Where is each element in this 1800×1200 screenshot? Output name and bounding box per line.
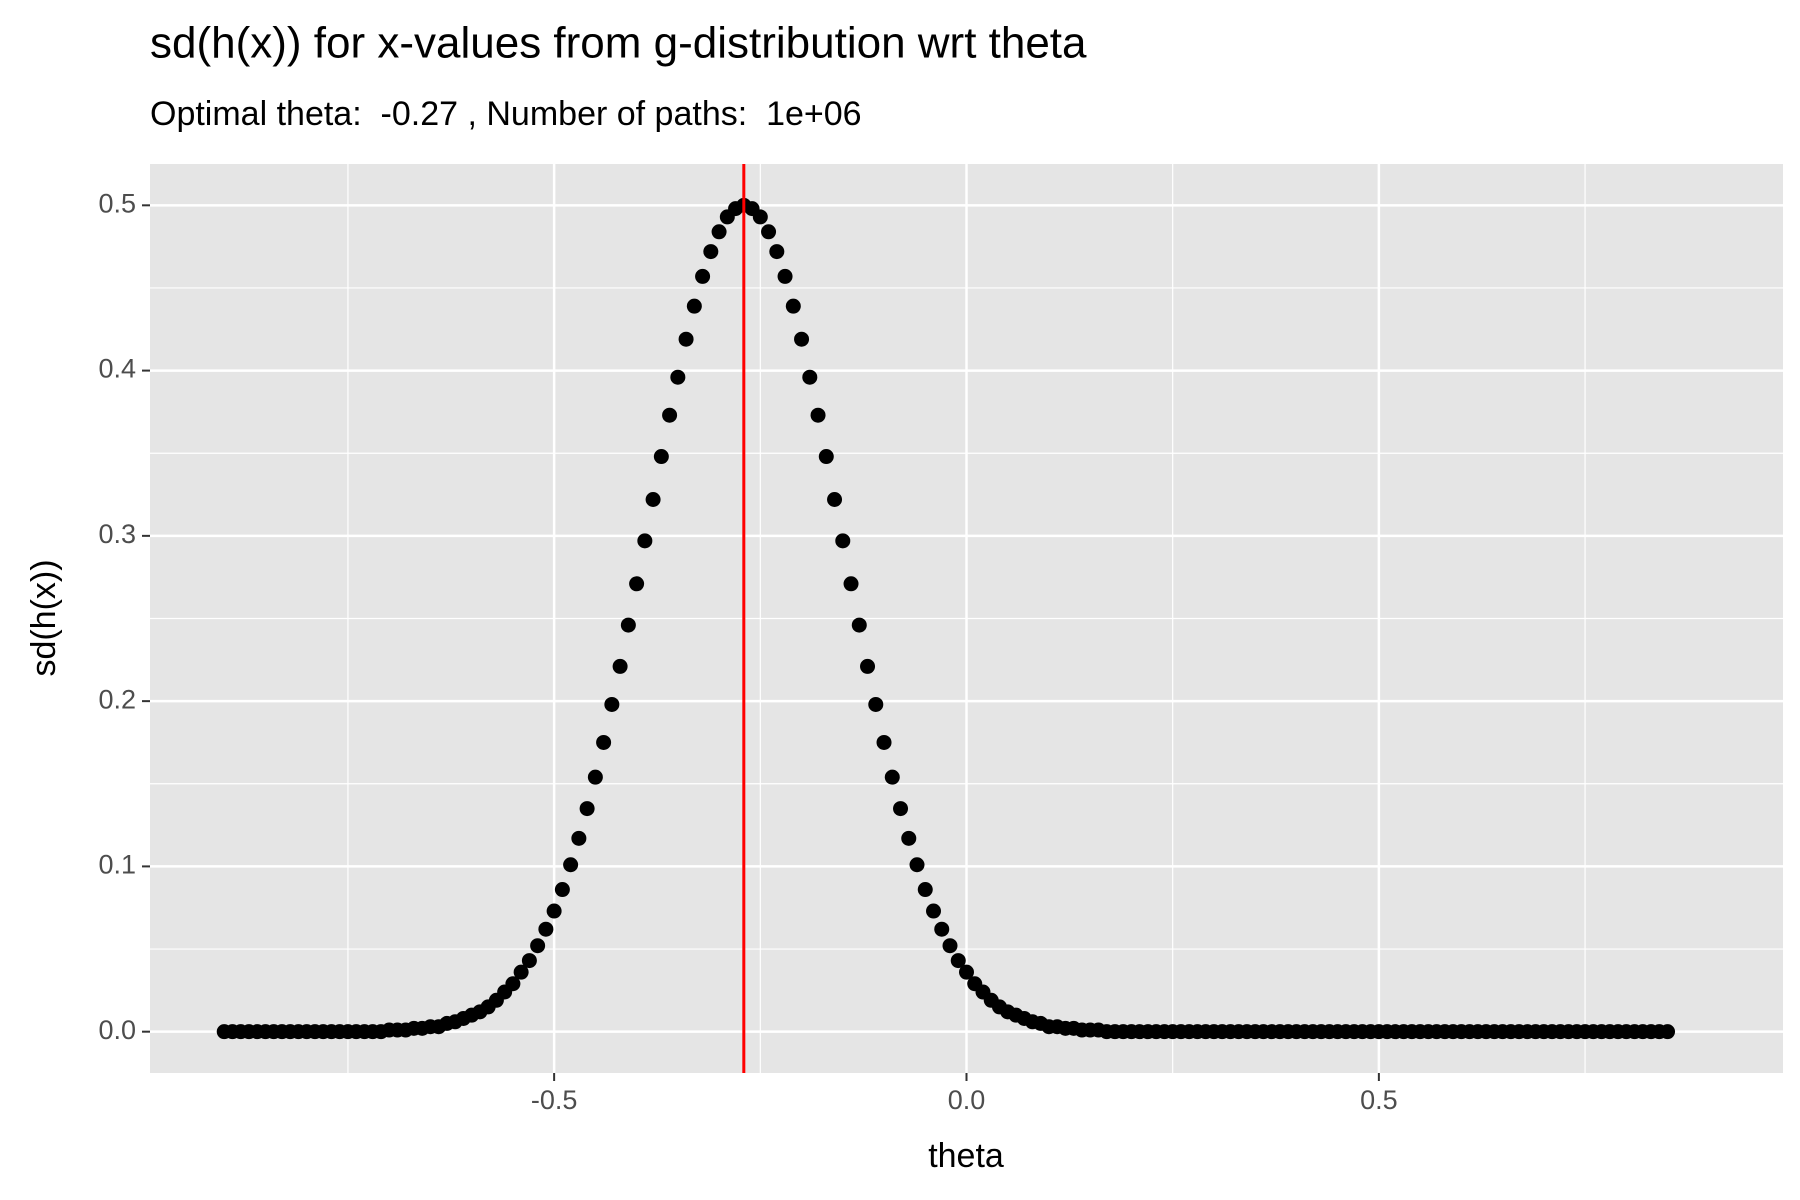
point [563,857,579,873]
point [612,658,628,674]
point [521,953,537,969]
point [893,801,909,817]
point [637,533,653,549]
point [777,268,793,284]
x-axis-title: theta [928,1137,1004,1175]
point [959,964,974,980]
point [571,830,587,846]
point [761,224,777,240]
y-tick-label: 0.5 [98,188,136,218]
point [769,244,785,260]
point [546,903,562,919]
point [620,617,636,633]
point [653,449,669,465]
chart-title: sd(h(x)) for x-values from g-distributio… [150,19,1087,68]
point [678,331,694,347]
point [851,617,867,633]
point [579,801,595,817]
point [942,938,958,954]
point [950,953,966,969]
point [917,882,933,898]
point [587,769,603,785]
point [810,407,826,423]
point [818,449,834,465]
y-tick-label: 0.3 [98,519,136,549]
point [934,921,950,937]
point [711,224,727,240]
point [901,830,917,846]
point [686,298,702,314]
x-tick-label: 0.0 [948,1085,986,1115]
point [827,492,843,508]
point [670,369,686,385]
y-axis-title: sd(h(x)) [25,559,63,676]
x-tick-label: 0.5 [1360,1085,1398,1115]
point [794,331,810,347]
point [926,903,942,919]
point [843,576,859,592]
point [868,696,884,712]
point [835,533,851,549]
point [860,658,876,674]
y-tick-label: 0.0 [98,1015,136,1045]
y-tick-label: 0.4 [98,354,136,384]
point [752,209,768,225]
point [876,734,892,750]
point [513,964,529,980]
point [554,882,570,898]
point [703,244,719,260]
point [785,298,801,314]
point [538,921,554,937]
point [909,857,925,873]
y-tick-label: 0.1 [98,850,136,880]
point [604,696,620,712]
point [1660,1024,1676,1040]
point [629,576,645,592]
point [530,938,546,954]
point [884,769,900,785]
point [596,734,612,750]
x-tick-label: -0.5 [531,1085,578,1115]
point [505,976,521,992]
y-tick-label: 0.2 [98,684,136,714]
point [645,492,661,508]
point [662,407,678,423]
point [802,369,818,385]
chart-subtitle: Optimal theta: -0.27 , Number of paths: … [150,95,862,133]
point [695,268,711,284]
